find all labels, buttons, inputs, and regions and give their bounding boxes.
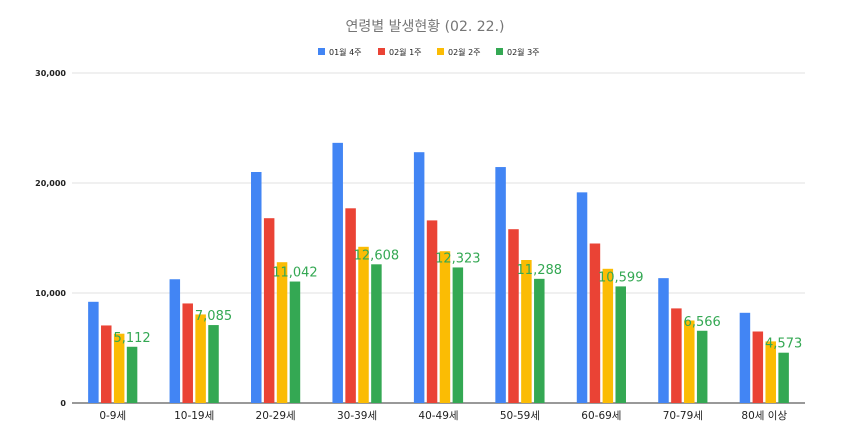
bar [332, 142, 343, 403]
data-label: 4,573 [765, 337, 802, 352]
bar [615, 286, 626, 403]
bar [534, 278, 545, 403]
bar [589, 243, 601, 403]
legend-label: 02월 1주 [389, 47, 422, 57]
data-label: 12,323 [435, 251, 481, 266]
x-tick-label: 80세 이상 [741, 410, 787, 422]
legend-swatch [378, 48, 385, 55]
bar [289, 281, 301, 403]
x-tick-label: 70-79세 [663, 410, 703, 422]
bar [251, 172, 262, 403]
x-tick-label: 60-69세 [581, 410, 621, 422]
data-label: 12,608 [354, 248, 400, 263]
bar [752, 331, 764, 403]
bar [413, 152, 425, 403]
bar [208, 325, 219, 403]
bar [495, 167, 506, 403]
y-tick-label: 20,000 [35, 179, 66, 188]
legend-swatch [437, 48, 444, 55]
bar [426, 220, 438, 403]
x-axis: 0-9세 10-19세 20-29세 30-39세 40-49세 50-59세 60-69세… [99, 410, 787, 422]
bars [88, 142, 789, 403]
bar [684, 320, 695, 403]
bar [739, 312, 751, 403]
bar [671, 308, 682, 403]
bar [88, 301, 99, 403]
y-tick-label: 0 [60, 399, 66, 408]
bar [276, 262, 288, 403]
bar [508, 229, 519, 403]
x-tick-label: 10-19세 [174, 410, 214, 422]
data-label: 11,042 [272, 266, 318, 281]
x-tick-label: 20-29세 [256, 410, 296, 422]
bar [101, 325, 112, 403]
x-tick-label: 40-49세 [418, 410, 458, 422]
bar [439, 251, 451, 403]
bar [452, 267, 464, 403]
legend-swatch [496, 48, 503, 55]
bar [696, 330, 708, 403]
chart-title: 연령별 발생현황 (02. 22.) [346, 19, 505, 35]
bar [765, 341, 776, 403]
data-label: 10,599 [598, 270, 644, 285]
bar [658, 278, 669, 403]
legend-swatch [318, 48, 325, 55]
bar [263, 218, 275, 403]
bar [169, 279, 181, 403]
legend-label: 02월 2주 [448, 47, 481, 57]
y-tick-label: 10,000 [35, 289, 66, 298]
bar [602, 268, 614, 403]
bar [195, 314, 206, 403]
bar [358, 246, 369, 403]
bar [778, 352, 789, 403]
bar [126, 346, 138, 403]
bar [113, 333, 125, 403]
x-tick-label: 30-39세 [337, 410, 377, 422]
x-tick-label: 0-9세 [99, 410, 126, 422]
legend-label: 02월 3주 [507, 47, 540, 57]
y-axis: 0 10,000 20,000 30,000 [35, 69, 66, 408]
bar [371, 264, 382, 403]
x-tick-label: 50-59세 [500, 410, 540, 422]
bar [576, 192, 588, 403]
data-label: 6,566 [684, 315, 721, 330]
legend: 01월 4주 02월 1주 02월 2주 02월 3주 [318, 47, 540, 57]
data-label: 7,085 [195, 309, 232, 324]
bar [182, 303, 193, 403]
data-labels: 5,112 7,085 11,042 12,608 12,323 11,288 10,599… [113, 248, 802, 351]
data-label: 5,112 [113, 331, 150, 346]
gridlines [72, 72, 805, 404]
bar [345, 208, 356, 403]
legend-label: 01월 4주 [329, 47, 362, 57]
y-tick-label: 30,000 [35, 69, 66, 78]
data-label: 11,288 [517, 263, 563, 278]
bar [521, 260, 532, 403]
